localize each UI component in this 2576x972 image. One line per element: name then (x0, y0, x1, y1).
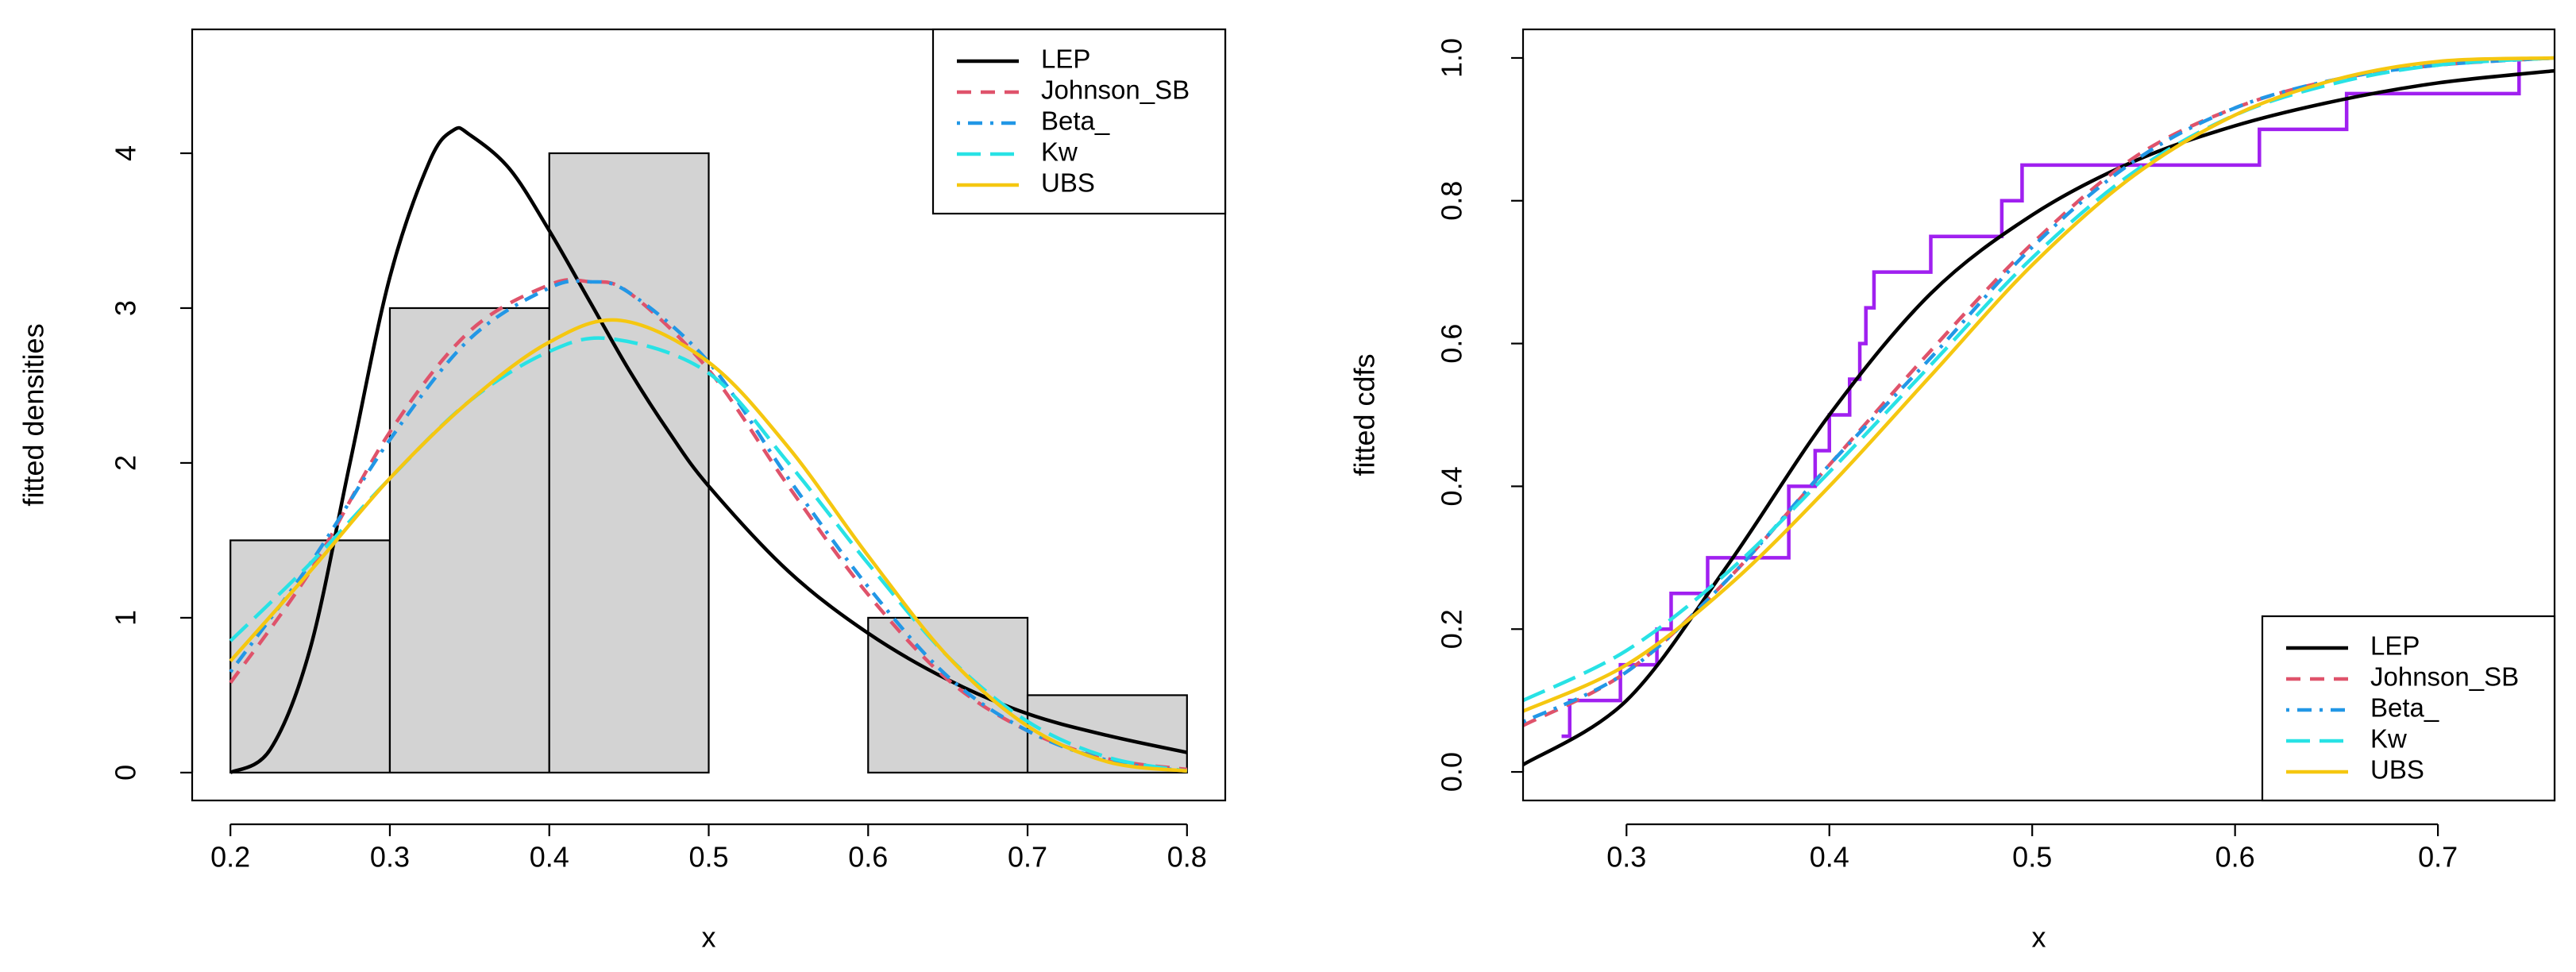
x-tick-label: 0.4 (530, 841, 569, 874)
panel: 0.3 0.4 0.5 0.6 0.7 x 0.0 0.2 0.4 0.6 0.8 1.0 fitted… (1348, 28, 2556, 954)
curve (1523, 56, 2555, 703)
y-tick-label: 0.6 (1436, 324, 1468, 364)
y-tick-label: 0.4 (1436, 466, 1468, 506)
x-tick-label: 0.7 (1008, 841, 1047, 874)
legend-label: Johnson_SB (2370, 662, 2519, 692)
histogram-bar (229, 539, 391, 774)
x-axis-label: x (2032, 921, 2046, 954)
curve (1523, 56, 2555, 713)
y-tick-label: 0.2 (1436, 609, 1468, 649)
y-axis-label: fitted densities (17, 323, 50, 506)
x-tick-label: 0.3 (370, 841, 410, 874)
curve (229, 318, 1188, 773)
legend-label: UBS (2370, 755, 2424, 785)
panel: 0.2 0.3 0.4 0.5 0.6 0.7 0.8 x 0 1 2 3 4 fitted densit… (17, 28, 1227, 954)
x-tick-label: 0.6 (2215, 841, 2255, 874)
plot-area (229, 125, 1188, 774)
histogram-bar (548, 152, 710, 774)
legend-label: Beta_ (2370, 693, 2439, 723)
legend-label: Kw (1041, 137, 1078, 167)
histogram-bar (388, 307, 550, 774)
y-tick-label: 0.8 (1436, 181, 1468, 221)
x-tick-label: 0.3 (1606, 841, 1646, 874)
y-tick-label: 3 (110, 300, 142, 316)
y-tick-label: 0 (110, 765, 142, 781)
x-tick-label: 0.5 (688, 841, 728, 874)
curve (229, 125, 1188, 774)
y-tick-label: 4 (110, 145, 142, 161)
y-tick-label: 1.0 (1436, 38, 1468, 78)
legend-label: LEP (2370, 631, 2420, 661)
histogram-bar (867, 616, 1029, 774)
legend-label: UBS (1041, 168, 1095, 198)
y-tick-label: 0.0 (1436, 752, 1468, 792)
x-tick-label: 0.6 (848, 841, 888, 874)
x-tick-label: 0.5 (2012, 841, 2052, 874)
legend-label: Beta_ (1041, 106, 1110, 136)
x-tick-label: 0.2 (210, 841, 250, 874)
curve (229, 279, 1188, 773)
curve (229, 336, 1188, 773)
x-tick-label: 0.7 (2418, 841, 2458, 874)
plot-area (1523, 56, 2555, 766)
legend-label: Johnson_SB (1041, 75, 1190, 105)
y-axis-label: fitted cdfs (1348, 353, 1381, 476)
curve (229, 278, 1188, 772)
x-tick-label: 0.4 (1810, 841, 1849, 874)
y-tick-label: 1 (110, 610, 142, 626)
y-tick-label: 2 (110, 455, 142, 471)
legend-label: Kw (2370, 724, 2407, 754)
x-axis-label: x (702, 921, 716, 954)
x-tick-label: 0.8 (1167, 841, 1207, 874)
legend-label: LEP (1041, 44, 1090, 74)
